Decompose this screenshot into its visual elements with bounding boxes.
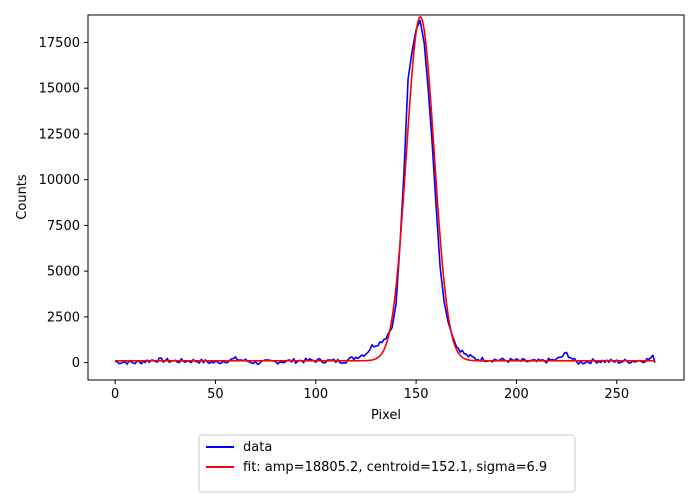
x-tick-label: 200	[504, 387, 529, 402]
legend: data fit: amp=18805.2, centroid=152.1, s…	[198, 434, 576, 493]
y-tick-label: 5000	[47, 265, 80, 280]
y-tick-label: 0	[72, 356, 80, 371]
legend-box	[198, 434, 576, 493]
y-tick-label: 15000	[39, 82, 80, 97]
x-tick-label: 0	[111, 387, 119, 402]
plot-area-frame	[87, 14, 685, 381]
y-axis-label: Counts	[15, 174, 30, 220]
x-tick-label: 150	[404, 387, 429, 402]
legend-entry-fit: fit: amp=18805.2, centroid=152.1, sigma=…	[243, 460, 547, 475]
x-tick-label: 50	[207, 387, 224, 402]
series-line-data	[114, 19, 656, 366]
y-tick-label: 17500	[39, 36, 80, 51]
y-axis-ticks: 0 2500 5000 7500 10000 12500 15000 17500	[39, 36, 88, 371]
y-tick-label: 2500	[47, 310, 80, 325]
x-axis-ticks: 0 50 100 150 200 250	[111, 380, 629, 402]
y-tick-label: 7500	[47, 219, 80, 234]
series-layer	[114, 15, 656, 366]
x-tick-label: 250	[604, 387, 629, 402]
series-line-fit	[115, 15, 655, 362]
y-tick-label: 10000	[39, 173, 80, 188]
legend-entry-data: data	[243, 440, 272, 455]
y-tick-label: 12500	[39, 127, 80, 142]
x-axis-label: Pixel	[371, 408, 401, 423]
x-tick-label: 100	[303, 387, 328, 402]
